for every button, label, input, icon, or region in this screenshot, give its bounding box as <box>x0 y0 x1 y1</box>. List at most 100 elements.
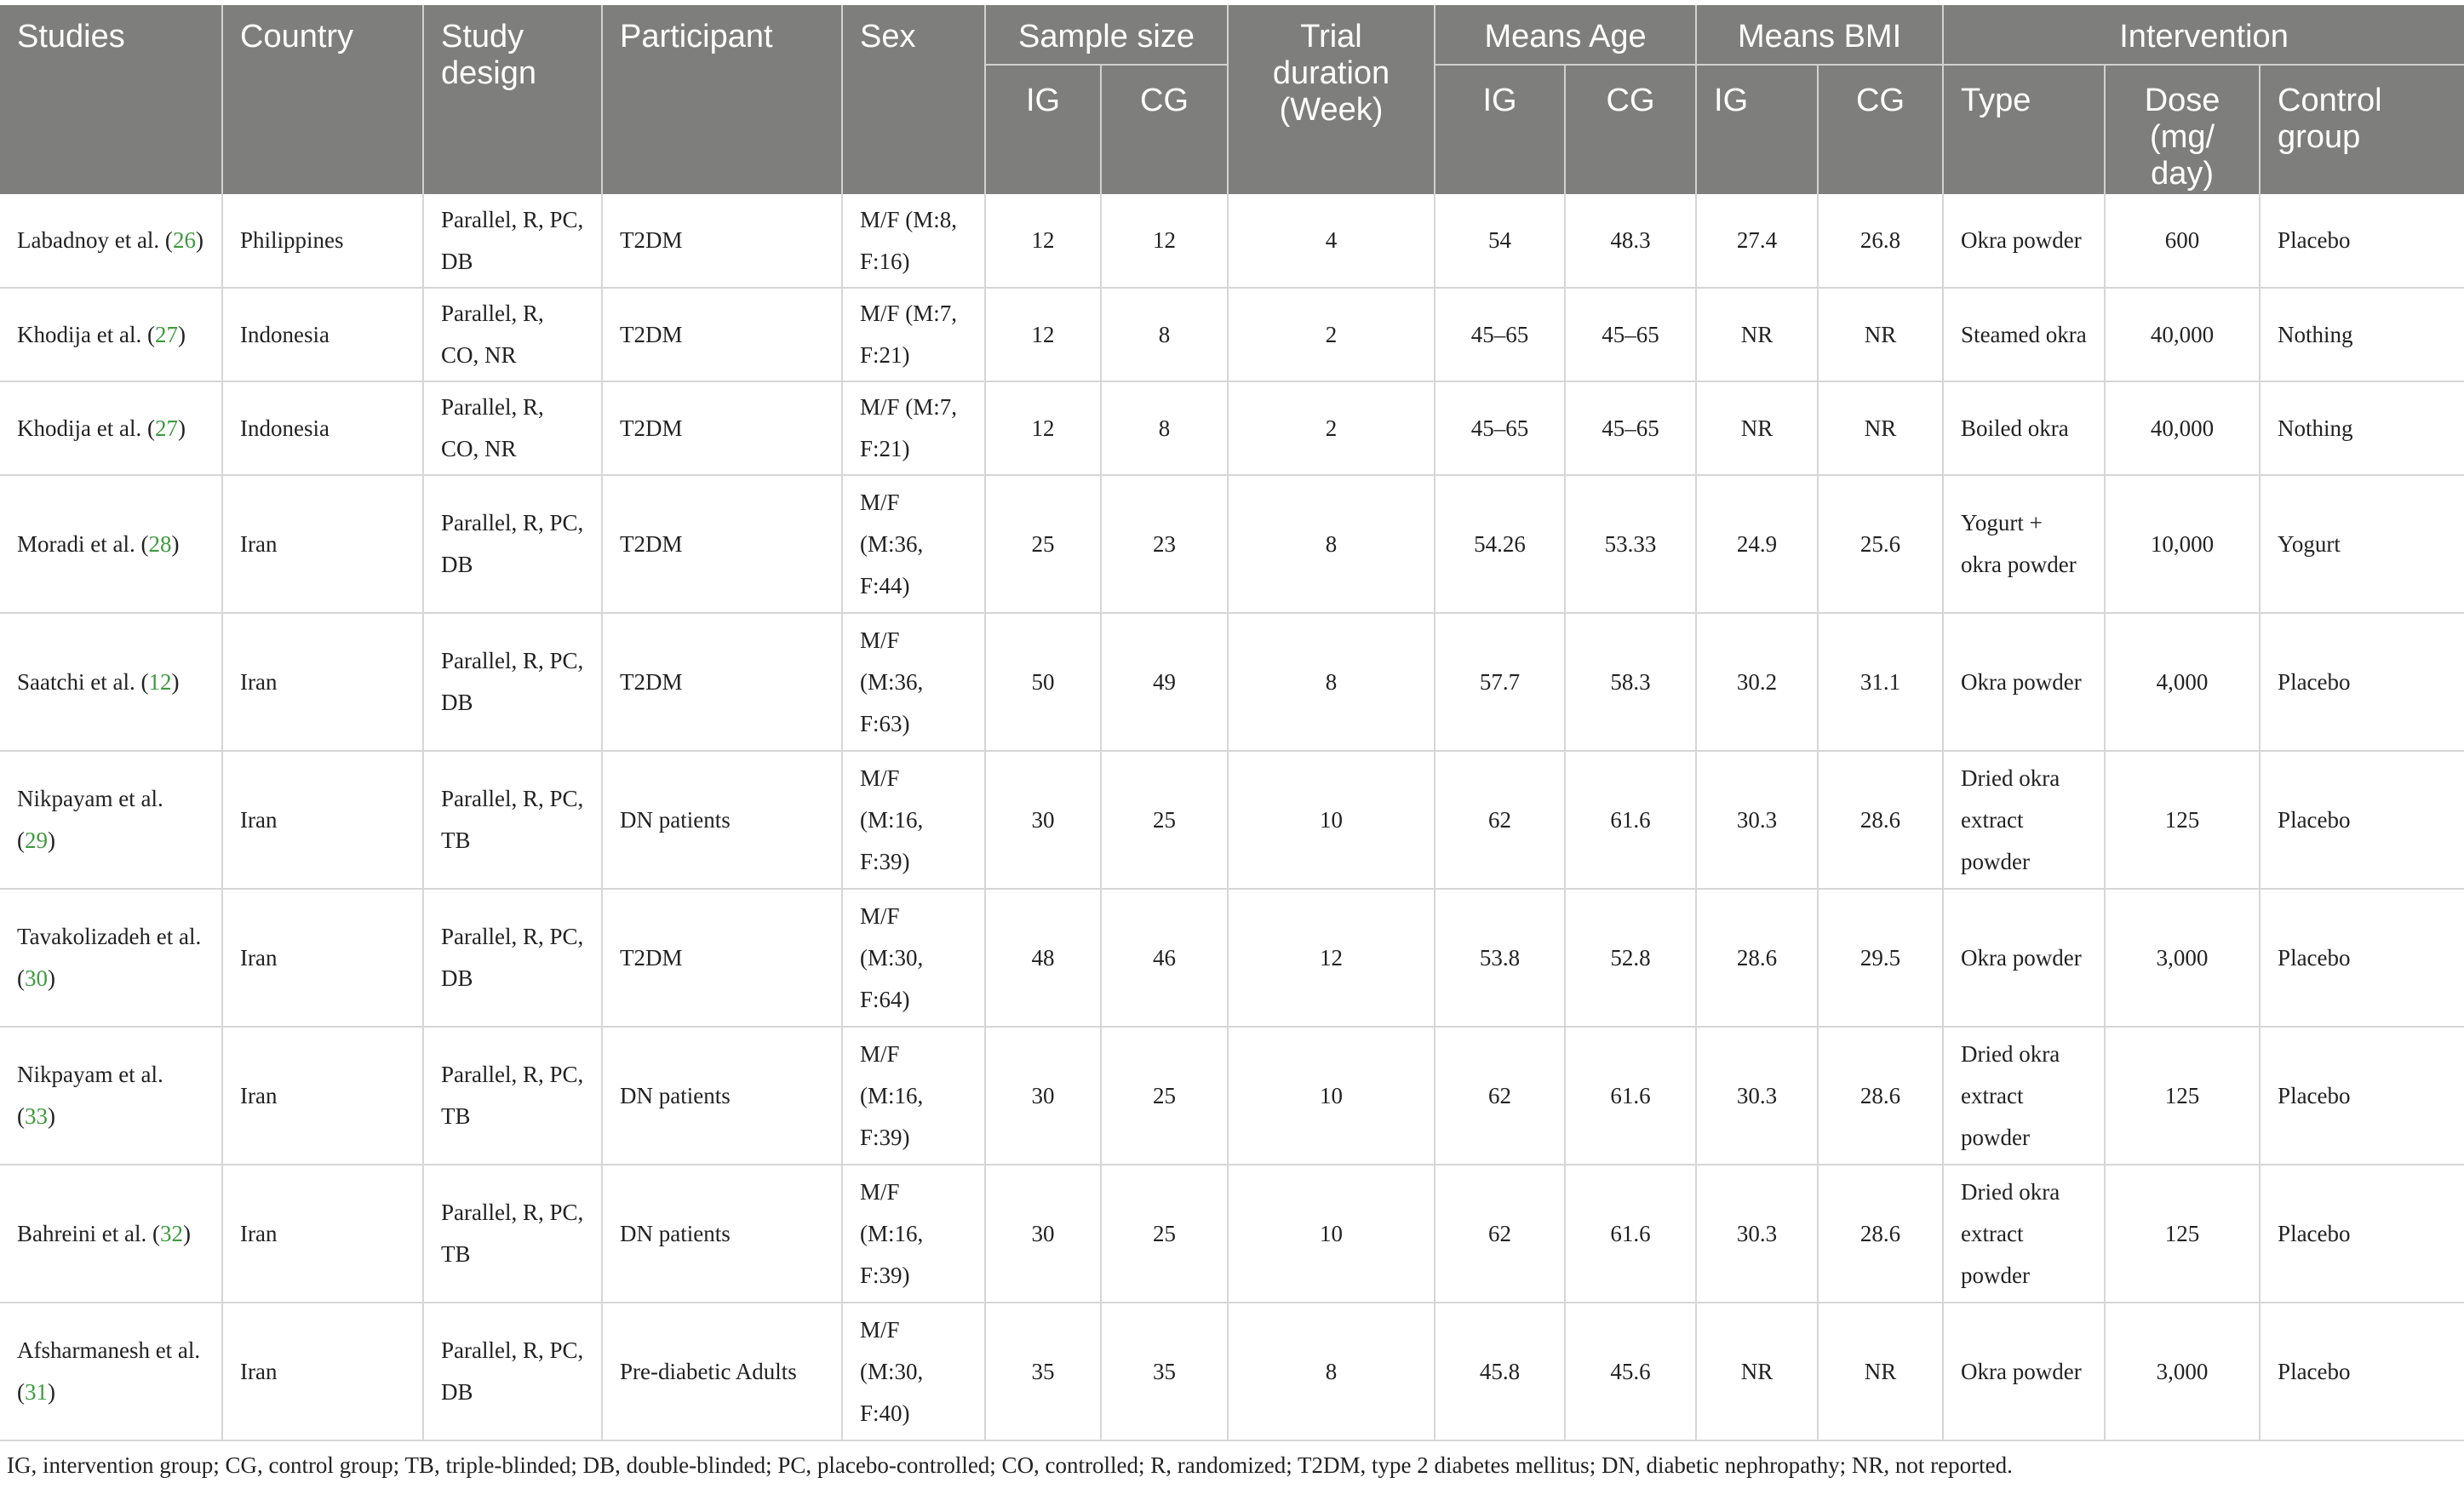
reference-close: ) <box>171 530 180 557</box>
cell-sex: M/F (M:16, F:39) <box>842 1165 986 1303</box>
studies-table: Studies Country Study design Participant… <box>0 5 2464 1441</box>
reference-link[interactable]: 33 <box>25 1103 48 1129</box>
cell-sample-cg: 25 <box>1101 1027 1229 1165</box>
reference-close: ) <box>48 1103 55 1129</box>
cell-sex: M/F (M:30, F:64) <box>842 889 986 1028</box>
cell-trial-duration: 10 <box>1228 1165 1436 1303</box>
table-row: Afsharmanesh et al. (31) Iran Parallel, R,… <box>0 1303 2464 1441</box>
cell-bmi-ig: NR <box>1696 381 1819 476</box>
study-author: Nikpayam et al. ( <box>17 1062 163 1129</box>
cell-age-ig: 62 <box>1435 751 1567 890</box>
col-group-sample-size: Sample size <box>985 5 1229 66</box>
col-dose: Dose (mg/ day) <box>2105 65 2261 194</box>
cell-bmi-cg: 25.6 <box>1818 475 1945 614</box>
cell-age-cg: 52.8 <box>1565 889 1698 1028</box>
col-country: Country <box>222 5 424 194</box>
reference-link[interactable]: 12 <box>148 668 172 695</box>
cell-sex: M/F (M:16, F:39) <box>842 1027 986 1165</box>
cell-participant: Pre-diabetic Adults <box>602 1303 843 1441</box>
table-row: Khodija et al. (27) Indonesia Parallel, R,… <box>0 288 2464 382</box>
cell-sex: M/F (M:30, F:40) <box>842 1303 986 1441</box>
cell-age-cg: 53.33 <box>1565 475 1698 614</box>
cell-sample-ig: 12 <box>985 381 1102 476</box>
col-trial-duration: Trial duration (Week) <box>1228 5 1436 194</box>
cell-sample-cg: 8 <box>1101 288 1229 382</box>
cell-country: Philippines <box>222 194 424 289</box>
reference-link[interactable]: 28 <box>148 530 172 557</box>
table-header: Studies Country Study design Participant… <box>0 5 2464 194</box>
cell-dose: 125 <box>2105 1165 2261 1303</box>
cell-bmi-cg: 29.5 <box>1818 889 1945 1028</box>
cell-age-ig: 45–65 <box>1435 288 1567 382</box>
cell-sex: M/F (M:16, F:39) <box>842 751 986 890</box>
reference-link[interactable]: 27 <box>154 415 178 441</box>
cell-type: Yogurt + okra powder <box>1943 475 2106 614</box>
cell-age-ig: 62 <box>1435 1165 1567 1303</box>
cell-sex: M/F (M:8, F:16) <box>842 194 986 289</box>
cell-bmi-cg: NR <box>1818 288 1945 382</box>
cell-trial-duration: 2 <box>1228 288 1436 382</box>
study-author: Nikpayam et al. ( <box>17 786 163 853</box>
reference-link[interactable]: 32 <box>159 1220 183 1246</box>
cell-bmi-ig: NR <box>1696 288 1819 382</box>
cell-type: Okra powder <box>1943 1303 2106 1441</box>
reference-close: ) <box>177 321 186 347</box>
cell-bmi-ig: 30.3 <box>1696 751 1819 890</box>
cell-study-design: Parallel, R, PC, TB <box>423 1165 603 1303</box>
cell-study-design: Parallel, R, PC, DB <box>423 1303 603 1441</box>
cell-country: Iran <box>222 475 424 614</box>
cell-sex: M/F (M:7, F:21) <box>842 288 986 382</box>
cell-participant: T2DM <box>602 889 843 1028</box>
cell-age-ig: 62 <box>1435 1027 1567 1165</box>
cell-sample-cg: 46 <box>1101 889 1229 1028</box>
cell-study: Moradi et al. (28) <box>0 475 223 614</box>
col-age-cg: CG <box>1565 65 1698 194</box>
cell-sample-ig: 35 <box>985 1303 1102 1441</box>
cell-age-cg: 45–65 <box>1565 381 1698 476</box>
cell-control-group: Placebo <box>2260 1027 2464 1165</box>
cell-age-ig: 45–65 <box>1435 381 1567 476</box>
cell-age-cg: 61.6 <box>1565 1165 1698 1303</box>
cell-study-design: Parallel, R, PC, DB <box>423 194 603 289</box>
cell-participant: DN patients <box>602 1027 843 1165</box>
cell-type: Okra powder <box>1943 613 2106 752</box>
reference-close: ) <box>171 668 180 695</box>
reference-link[interactable]: 30 <box>25 965 48 991</box>
col-control-group: Control group <box>2260 65 2464 194</box>
reference-link[interactable]: 26 <box>172 227 196 253</box>
table-row: Nikpayam et al. (29) Iran Parallel, R, PC,… <box>0 751 2464 890</box>
reference-link[interactable]: 29 <box>25 828 48 853</box>
cell-dose: 4,000 <box>2105 613 2261 752</box>
study-author: Tavakolizadeh et al. ( <box>17 924 202 991</box>
table-row: Saatchi et al. (12) Iran Parallel, R, PC, … <box>0 613 2464 752</box>
cell-age-cg: 45–65 <box>1565 288 1698 382</box>
cell-study: Saatchi et al. (12) <box>0 613 223 752</box>
cell-study: Afsharmanesh et al. (31) <box>0 1303 223 1441</box>
cell-dose: 40,000 <box>2105 381 2261 476</box>
cell-sample-ig: 30 <box>985 1027 1102 1165</box>
cell-country: Iran <box>222 1165 424 1303</box>
cell-age-cg: 48.3 <box>1565 194 1698 289</box>
reference-link[interactable]: 31 <box>25 1379 48 1405</box>
reference-close: ) <box>48 1379 55 1405</box>
cell-sample-cg: 8 <box>1101 381 1229 476</box>
study-author: Saatchi et al. ( <box>17 668 149 695</box>
cell-sample-cg: 49 <box>1101 613 1229 752</box>
cell-dose: 125 <box>2105 1027 2261 1165</box>
reference-link[interactable]: 27 <box>154 321 178 347</box>
cell-study: Khodija et al. (27) <box>0 288 223 382</box>
cell-control-group: Placebo <box>2260 1303 2464 1441</box>
reference-close: ) <box>195 227 203 253</box>
study-author: Moradi et al. ( <box>17 530 149 557</box>
cell-control-group: Placebo <box>2260 613 2464 752</box>
cell-country: Iran <box>222 1027 424 1165</box>
col-sample-cg: CG <box>1101 65 1229 194</box>
col-participant: Participant <box>602 5 843 194</box>
study-author: Khodija et al. ( <box>17 321 155 347</box>
cell-control-group: Placebo <box>2260 1165 2464 1303</box>
cell-sex: M/F (M:36, F:63) <box>842 613 986 752</box>
table-row: Khodija et al. (27) Indonesia Parallel, R,… <box>0 381 2464 476</box>
table-row: Bahreini et al. (32) Iran Parallel, R, PC,… <box>0 1165 2464 1303</box>
table-footnote: IG, intervention group; CG, control grou… <box>7 1452 2013 1478</box>
cell-sample-cg: 12 <box>1101 194 1229 289</box>
